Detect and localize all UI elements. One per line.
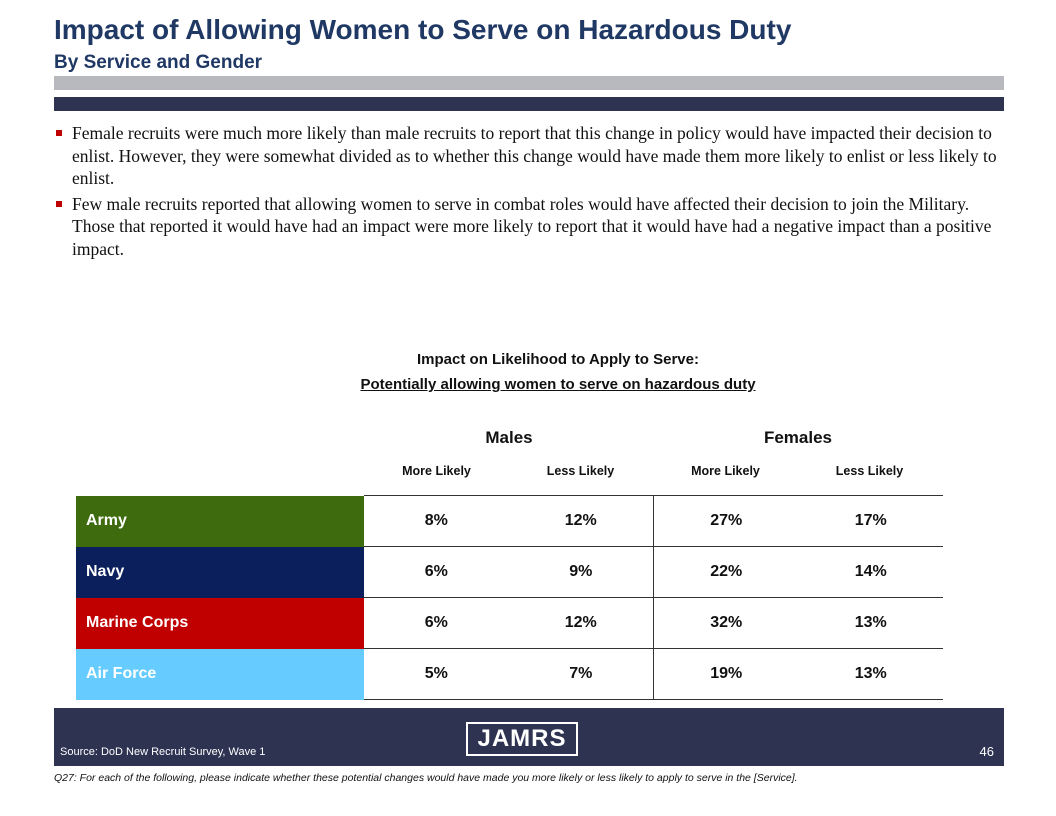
service-label-air-force: Air Force — [76, 648, 364, 700]
square-bullet-icon — [56, 200, 62, 207]
table-cell: 13% — [798, 648, 943, 700]
results-table: Army 8% 12% 27% 17% Navy 6% 9% 22% 14% M… — [76, 495, 943, 700]
table-cell: 5% — [364, 648, 509, 700]
bullet-list: Female recruits were much more likely th… — [54, 122, 1004, 263]
column-header: Less Likely — [835, 464, 904, 478]
table-cell: 17% — [798, 495, 943, 547]
table-cell: 9% — [508, 546, 654, 598]
table-cell: 13% — [798, 597, 943, 649]
table-row: Navy 6% 9% 22% 14% — [76, 546, 943, 598]
bullet-text: Few male recruits reported that allowing… — [72, 193, 992, 259]
table-cell: 12% — [508, 495, 654, 547]
jamrs-logo: JAMRS — [466, 722, 578, 756]
table-cell: 32% — [653, 597, 799, 649]
table-cell: 27% — [653, 495, 799, 547]
table-cell: 22% — [653, 546, 799, 598]
column-header: More Likely — [691, 464, 760, 478]
table-subtitle: Potentially allowing women to serve on h… — [360, 376, 756, 393]
group-header-females: Females — [763, 428, 833, 447]
page-title: Impact of Allowing Women to Serve on Haz… — [54, 14, 792, 45]
column-header: More Likely — [402, 464, 471, 478]
header-navy-band — [54, 97, 1004, 111]
bullet-item: Female recruits were much more likely th… — [54, 122, 1004, 190]
square-bullet-icon — [56, 130, 62, 136]
column-header: Less Likely — [546, 464, 615, 478]
header-gray-band — [54, 76, 1004, 90]
table-row: Air Force 5% 7% 19% 13% — [76, 648, 943, 700]
service-label-marine-corps: Marine Corps — [76, 597, 364, 649]
service-label-navy: Navy — [76, 546, 364, 598]
page-subtitle: By Service and Gender — [54, 52, 263, 73]
table-cell: 8% — [364, 495, 509, 547]
page-number: 46 — [979, 744, 994, 759]
table-cell: 6% — [364, 597, 509, 649]
table-cell: 12% — [508, 597, 654, 649]
bullet-item: Few male recruits reported that allowing… — [54, 193, 1004, 261]
table-row: Marine Corps 6% 12% 32% 13% — [76, 597, 943, 649]
footer-bar — [54, 708, 1004, 766]
service-label-army: Army — [76, 495, 364, 547]
table-cell: 14% — [798, 546, 943, 598]
table-cell: 6% — [364, 546, 509, 598]
group-header-males: Males — [485, 428, 533, 447]
table-row: Army 8% 12% 27% 17% — [76, 495, 943, 547]
bullet-text: Female recruits were much more likely th… — [72, 123, 997, 188]
source-note: Source: DoD New Recruit Survey, Wave 1 — [60, 746, 266, 758]
table-title: Impact on Likelihood to Apply to Serve: — [417, 351, 699, 368]
table-cell: 7% — [508, 648, 654, 700]
question-footnote: Q27: For each of the following, please i… — [54, 772, 798, 784]
table-cell: 19% — [653, 648, 799, 700]
